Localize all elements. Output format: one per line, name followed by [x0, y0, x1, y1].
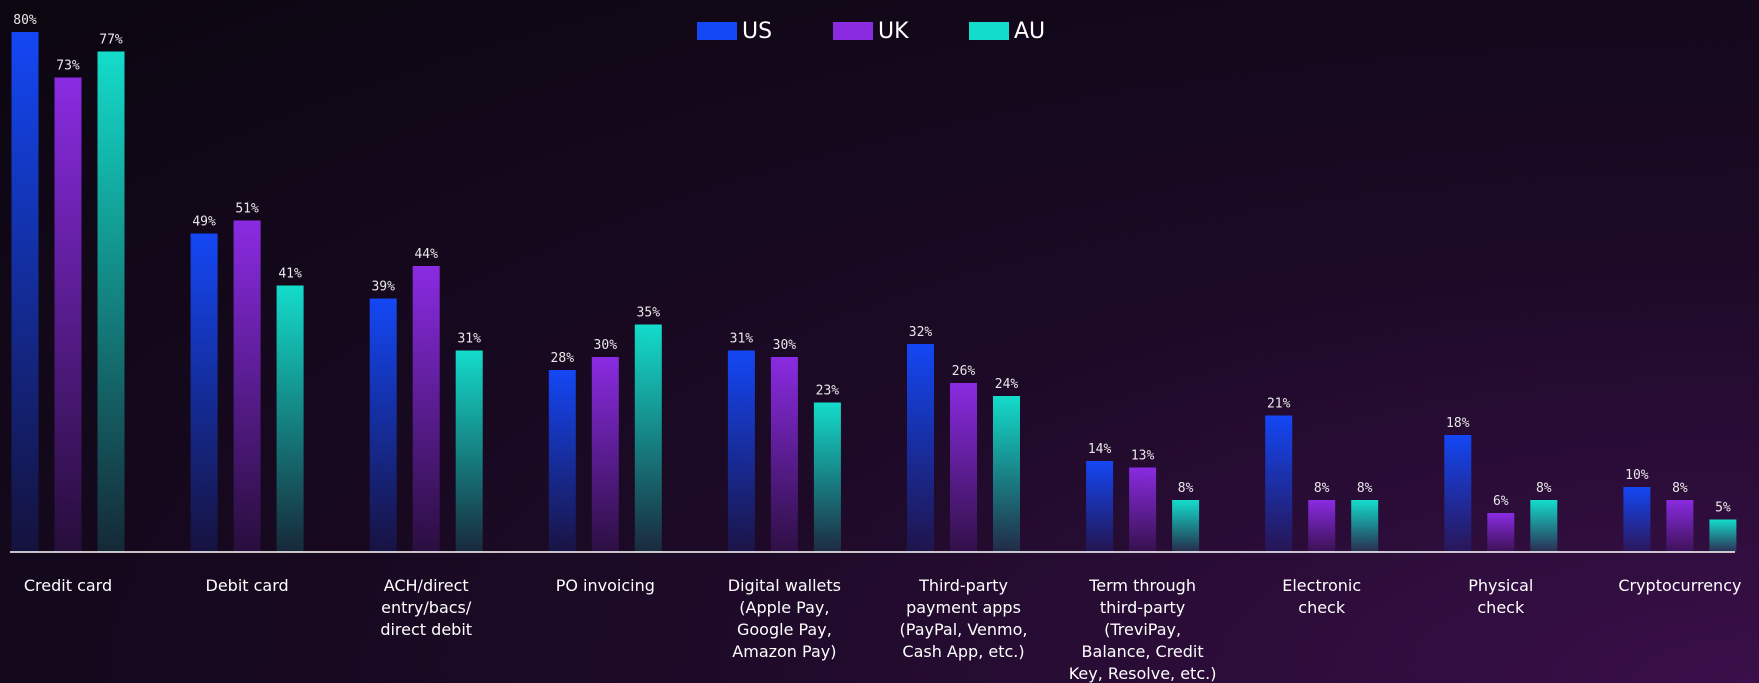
bar [1709, 519, 1737, 552]
value-label: 31% [730, 332, 754, 347]
bar [950, 383, 977, 552]
bar [54, 77, 82, 552]
bar [97, 51, 125, 552]
x-tick-label: Credit card [23, 576, 113, 595]
value-label: 21% [1267, 397, 1291, 412]
value-label: 18% [1446, 416, 1470, 431]
value-label: 77% [99, 33, 123, 48]
bar [548, 370, 576, 552]
x-tick-label: Term through third-party (TreviPay, Bala… [1068, 576, 1217, 683]
bar [1308, 500, 1336, 552]
bar [369, 298, 397, 552]
value-label: 49% [192, 215, 216, 230]
legend-swatch [697, 22, 737, 40]
value-label: 28% [551, 351, 575, 366]
bar [1530, 500, 1558, 552]
bar [412, 266, 440, 552]
bar [813, 402, 841, 552]
x-tick-label: Cryptocurrency [1618, 576, 1742, 595]
x-tick-label: ACH/direct entry/bacs/ direct debit [380, 576, 473, 639]
x-tick-label: Digital wallets (Apple Pay, Google Pay, … [727, 576, 841, 661]
value-label: 73% [56, 59, 80, 74]
legend-label: AU [1014, 19, 1045, 44]
x-tick-label: Third-party payment apps (PayPal, Venmo,… [899, 576, 1028, 661]
value-label: 8% [1314, 481, 1330, 496]
bar [276, 285, 304, 552]
value-label: 23% [816, 384, 840, 399]
value-label: 31% [457, 332, 481, 347]
bar [1487, 513, 1515, 552]
value-label: 30% [773, 338, 797, 353]
bar [1444, 435, 1472, 552]
bar [1172, 500, 1200, 552]
value-label: 8% [1178, 481, 1194, 496]
value-label: 8% [1357, 481, 1373, 496]
value-label: 13% [1131, 449, 1155, 464]
bar [455, 350, 483, 552]
value-label: 10% [1625, 468, 1649, 483]
legend-label: UK [878, 19, 909, 44]
x-tick-label: Electronic check [1282, 576, 1362, 617]
legend-label: US [742, 19, 772, 44]
bar [1351, 500, 1379, 552]
value-label: 14% [1088, 442, 1112, 457]
x-tick-label: PO invoicing [555, 576, 655, 595]
value-label: 8% [1536, 481, 1552, 496]
value-label: 24% [995, 377, 1019, 392]
bar [591, 357, 619, 552]
bar [634, 324, 662, 552]
value-label: 26% [952, 364, 976, 379]
bar [190, 233, 218, 552]
value-label: 51% [235, 202, 259, 217]
value-label: 44% [414, 247, 438, 262]
bar [1129, 467, 1157, 552]
legend-swatch [833, 22, 873, 40]
bar [727, 350, 755, 552]
value-label: 8% [1672, 481, 1688, 496]
bar [993, 396, 1020, 552]
bar [233, 220, 261, 552]
value-label: 41% [278, 267, 302, 282]
value-label: 6% [1493, 494, 1509, 509]
bar [770, 357, 798, 552]
bar [1086, 461, 1114, 552]
x-tick-label: Debit card [205, 576, 289, 595]
legend-swatch [969, 22, 1009, 40]
bar [11, 32, 39, 552]
bar [1666, 500, 1694, 552]
value-label: 32% [909, 325, 933, 340]
bar [907, 344, 934, 552]
value-label: 30% [594, 338, 618, 353]
value-label: 5% [1715, 501, 1731, 516]
bar [1265, 415, 1293, 552]
value-label: 39% [371, 280, 395, 295]
value-label: 35% [637, 306, 661, 321]
bar [1623, 487, 1651, 552]
value-label: 80% [13, 13, 37, 28]
x-tick-label: Physical check [1468, 576, 1534, 617]
